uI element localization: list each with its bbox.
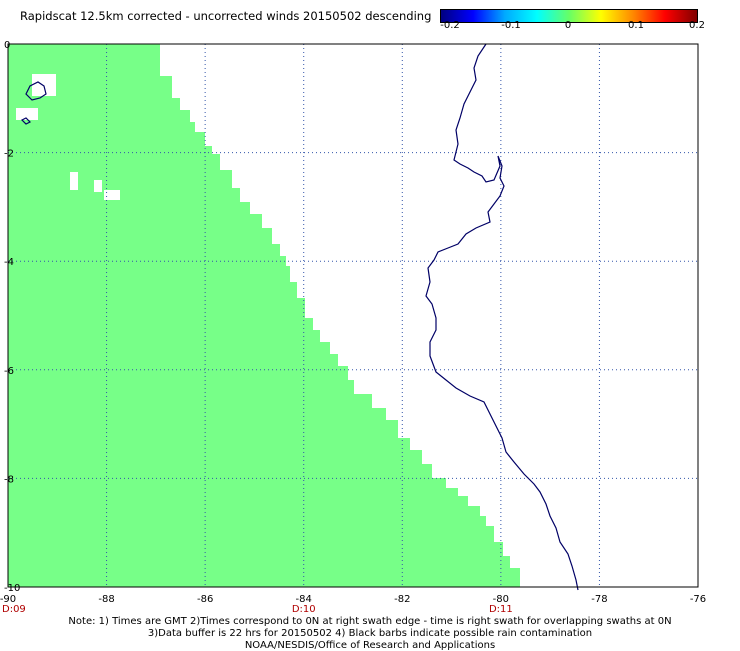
color-scale-bar: [440, 9, 698, 23]
y-tick-label: -4: [4, 257, 14, 268]
x-tick-label: -78: [591, 594, 607, 605]
swath-gap: [104, 190, 120, 200]
time-label: D:11: [489, 604, 513, 615]
island-outline: [20, 117, 32, 125]
footnote-line-2: 3)Data buffer is 22 hrs for 20150502 4) …: [147, 628, 593, 639]
footnote-line-3: NOAA/NESDIS/Office of Research and Appli…: [244, 640, 496, 651]
y-tick-label: -2: [4, 149, 14, 160]
x-tick-label: -90: [0, 594, 16, 605]
island-outline: [25, 81, 47, 101]
map-title: Rapidscat 12.5km corrected - uncorrected…: [20, 9, 432, 23]
swath-gap: [16, 108, 38, 120]
color-scale-label: 0: [564, 20, 572, 31]
color-scale-label: 0.1: [628, 20, 644, 31]
color-scale-label: 0.2: [689, 20, 705, 31]
y-tick-label: -6: [4, 366, 14, 377]
y-axis-ticks: 0 -2 -4 -6 -8 -10: [4, 40, 20, 594]
footnote-line-1: Note: 1) Times are GMT 2)Times correspon…: [68, 616, 672, 627]
x-tick-label: -80: [493, 594, 509, 605]
map-grid: [8, 44, 698, 587]
swath-gaps: [16, 74, 120, 200]
time-label: D:10: [292, 604, 316, 615]
x-axis-ticks: -90 -88 -86 -84 -82 -80 -78 -76: [0, 594, 706, 605]
coastline: [425, 43, 579, 591]
y-tick-label: 0: [4, 40, 10, 51]
map-frame: [7, 43, 699, 588]
color-scale-label: -0.2: [440, 20, 460, 31]
x-tick-label: -88: [98, 594, 114, 605]
time-label: D:09: [2, 604, 26, 615]
color-scale-label: -0.1: [501, 20, 521, 31]
x-tick-label: -86: [197, 594, 213, 605]
y-tick-label: -10: [4, 583, 20, 594]
x-tick-label: -76: [690, 594, 706, 605]
y-tick-label: -8: [4, 474, 14, 485]
wind-swath: [8, 44, 520, 587]
time-labels: D:09 D:10 D:11: [2, 604, 513, 615]
swath-gap: [94, 180, 102, 192]
swath-area: [8, 44, 520, 587]
x-tick-label: -84: [296, 594, 312, 605]
x-tick-label: -82: [394, 594, 410, 605]
swath-gap: [70, 172, 78, 190]
swath-gap: [32, 74, 56, 96]
